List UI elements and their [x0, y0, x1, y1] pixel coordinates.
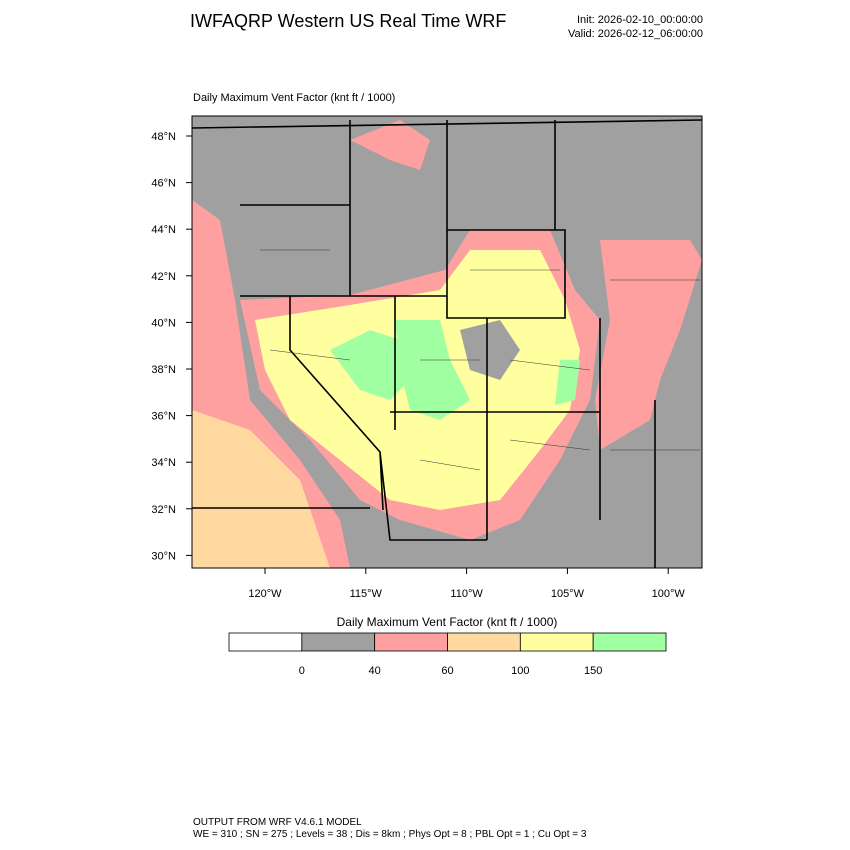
lat-label: 48°N	[151, 131, 176, 143]
valid-time: Valid: 2026-02-12_06:00:00	[568, 28, 703, 40]
map	[192, 116, 702, 568]
lat-label: 36°N	[151, 411, 176, 423]
lon-label: 115°W	[350, 588, 383, 600]
colorbar-box	[301, 632, 376, 652]
colorbar-label: 60	[441, 665, 453, 677]
colorbar-label: 150	[584, 665, 602, 677]
colorbar-box	[592, 632, 667, 652]
colorbar-label: 40	[369, 665, 381, 677]
lat-label: 42°N	[151, 271, 176, 283]
colorbar-label: 0	[299, 665, 305, 677]
lat-label: 46°N	[151, 178, 176, 190]
map-frame	[191, 115, 703, 569]
lat-label: 30°N	[151, 550, 176, 562]
lat-label: 32°N	[151, 504, 176, 516]
colorbar-box	[374, 632, 448, 652]
title: IWFAQRP Western US Real Time WRF	[190, 11, 506, 31]
colorbar-box	[519, 632, 594, 652]
lon-label: 100°W	[652, 588, 686, 600]
footer-line: WE = 310 ; SN = 275 ; Levels = 38 ; Dis …	[193, 829, 587, 840]
lat-label: 44°N	[151, 224, 176, 236]
colorbar-label: 100	[511, 665, 529, 677]
lat-label: 34°N	[151, 457, 176, 469]
colorbar-box	[447, 632, 521, 652]
lon-label: 110°W	[450, 588, 483, 600]
colorbar-box	[228, 632, 303, 652]
colorbar-title: Daily Maximum Vent Factor (knt ft / 1000…	[337, 615, 558, 629]
lat-label: 38°N	[151, 364, 176, 376]
map-subtitle: Daily Maximum Vent Factor (knt ft / 1000…	[193, 92, 395, 104]
init-time: Init: 2026-02-10_00:00:00	[577, 14, 703, 26]
lon-label: 105°W	[551, 588, 585, 600]
lon-label: 120°W	[248, 588, 282, 600]
lat-label: 40°N	[151, 317, 176, 329]
footer-line: OUTPUT FROM WRF V4.6.1 MODEL	[193, 817, 362, 828]
